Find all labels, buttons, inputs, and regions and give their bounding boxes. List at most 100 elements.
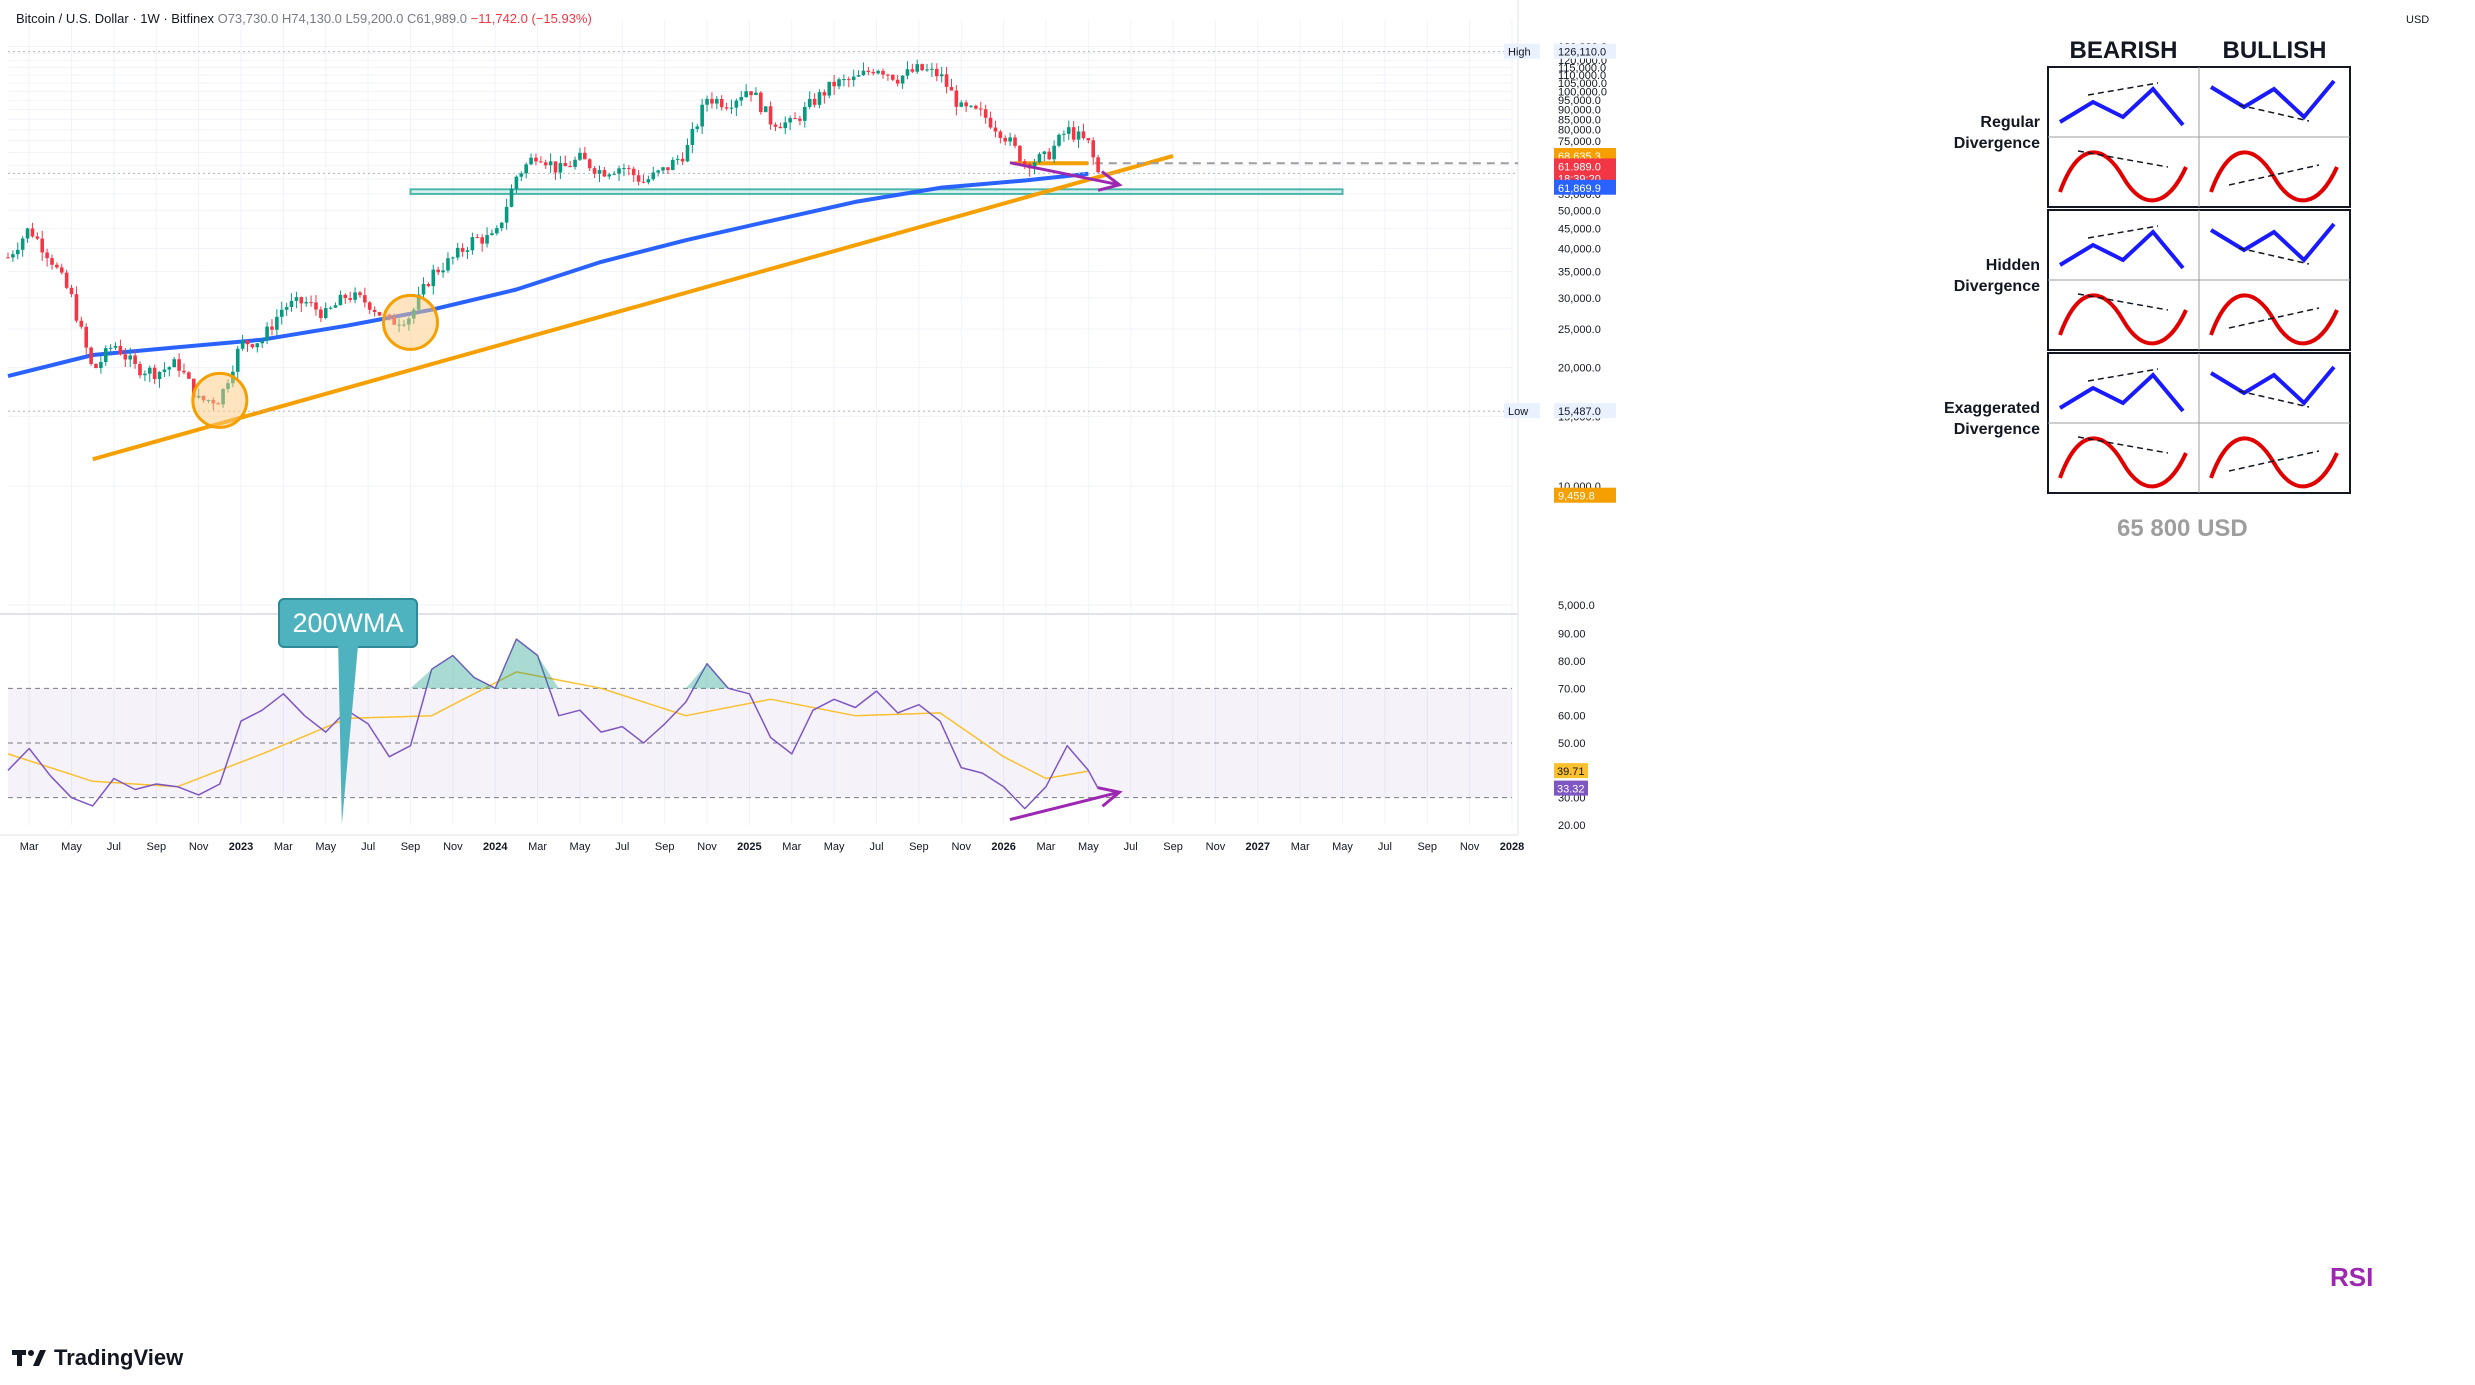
- rsi-tick-label: 60.00: [1558, 711, 1586, 723]
- time-tick-label: Jul: [107, 841, 121, 853]
- candle-body: [485, 234, 489, 244]
- candle-body: [45, 252, 49, 259]
- candle-body: [822, 92, 827, 96]
- tradingview-logo[interactable]: TradingView: [12, 1345, 183, 1371]
- divergence-trend-sketch: [2228, 450, 2320, 472]
- candle-body: [812, 98, 817, 105]
- time-tick-label: May: [570, 841, 591, 853]
- candle-body: [847, 79, 851, 81]
- candle-body: [446, 258, 450, 271]
- candle-body: [954, 90, 959, 107]
- candle-body: [553, 161, 558, 173]
- candle-body: [358, 292, 362, 296]
- candle-body: [30, 228, 35, 237]
- candle-body: [191, 378, 196, 398]
- price-axis[interactable]: 130,000.0125,000.0120,000.0115,000.0110,…: [1504, 41, 1616, 832]
- candle-body: [372, 309, 377, 313]
- candle-body: [431, 269, 436, 287]
- price-tick-label: 35,000.0: [1558, 266, 1601, 278]
- candle-body: [1076, 131, 1081, 140]
- candle-body: [974, 105, 978, 109]
- price-tick-label: 30,000.0: [1558, 293, 1601, 305]
- candle-body: [925, 69, 929, 71]
- candle-body: [495, 228, 499, 234]
- candle-body: [519, 173, 524, 177]
- divergence-trend-sketch: [2238, 247, 2310, 265]
- support-zone: [409, 188, 1344, 195]
- candle-body: [182, 370, 186, 373]
- ohlc-close: C61,989.0: [407, 11, 468, 26]
- candle-body: [778, 126, 783, 129]
- candle-body: [343, 294, 348, 299]
- ohlc-low: L59,200.0: [345, 11, 404, 26]
- candle-body: [685, 144, 690, 162]
- time-tick-label: Mar: [274, 841, 293, 853]
- candle-body: [832, 81, 836, 87]
- rsi-overbought-fill: [516, 639, 538, 689]
- candle-body: [998, 131, 1003, 138]
- candle-body: [675, 158, 680, 160]
- time-tick-label: Sep: [909, 841, 929, 853]
- price-tick-label: 20,000.0: [1558, 362, 1601, 374]
- candle-body: [842, 79, 846, 81]
- divergence-price-sketch: [2209, 79, 2336, 120]
- tradingview-mark-icon: [12, 1348, 46, 1368]
- candle-body: [99, 362, 103, 369]
- candle-body: [783, 122, 788, 129]
- candle-body: [74, 294, 79, 321]
- candle-body: [1091, 140, 1096, 158]
- candle-body: [631, 168, 636, 176]
- candle-body: [240, 340, 245, 349]
- candle-body: [377, 312, 382, 316]
- time-tick-label: Mar: [1036, 841, 1055, 853]
- candle-body: [959, 102, 964, 107]
- price-tag-box: [1554, 487, 1616, 503]
- candle-body: [793, 118, 797, 120]
- divergence-row-label: Divergence: [1954, 135, 2040, 152]
- candle-body: [627, 168, 631, 170]
- time-tick-label: Mar: [528, 841, 547, 853]
- rsi-divergence-arrow-head: [1097, 786, 1123, 808]
- candle-body: [978, 108, 983, 110]
- candle-body: [1013, 137, 1017, 146]
- candle-body: [59, 267, 64, 273]
- candle-body: [509, 188, 514, 207]
- candle-body: [367, 302, 372, 310]
- candle-body: [622, 168, 626, 170]
- candle-body: [993, 127, 998, 132]
- price-tick-label: 100,000.0: [1558, 86, 1607, 98]
- time-tick-label: May: [1332, 841, 1353, 853]
- candle-body: [84, 326, 89, 348]
- candle-body: [128, 355, 133, 360]
- candle-body: [539, 161, 543, 163]
- candle-body: [275, 316, 279, 330]
- candle-body: [920, 64, 924, 71]
- price-tick-label: 95,000.0: [1558, 95, 1601, 107]
- time-tick-label: Mar: [1291, 841, 1310, 853]
- candle-body: [895, 79, 900, 84]
- time-axis[interactable]: Mar May Jul Sep Nov 2023 Mar May Jul Sep Nov 2024 Ma…: [20, 841, 1525, 853]
- candle-body: [69, 287, 74, 295]
- time-tick-label: Nov: [1206, 841, 1226, 853]
- symbol-name[interactable]: Bitcoin / U.S. Dollar · 1W · Bitfinex: [16, 11, 214, 26]
- time-tick-label: May: [61, 841, 82, 853]
- candle-body: [617, 168, 621, 174]
- candle-body: [123, 354, 128, 360]
- candle-body: [817, 92, 822, 105]
- rsi-tick-label: 30.00: [1558, 793, 1586, 805]
- candle-body: [573, 159, 577, 167]
- currency-unit[interactable]: USD: [2406, 14, 2430, 26]
- divergence-trend-sketch: [2077, 150, 2169, 168]
- time-tick-label: Mar: [782, 841, 801, 853]
- candle-body: [915, 64, 920, 72]
- divergence-rsi-sketch: [2058, 150, 2188, 203]
- wma-200-line: [7, 171, 1089, 379]
- candle-body: [543, 162, 548, 166]
- time-tick-label: Sep: [1417, 841, 1437, 853]
- candle-body: [534, 157, 538, 162]
- candle-body: [514, 176, 519, 189]
- candle-body: [837, 79, 841, 87]
- candle-body: [661, 167, 665, 171]
